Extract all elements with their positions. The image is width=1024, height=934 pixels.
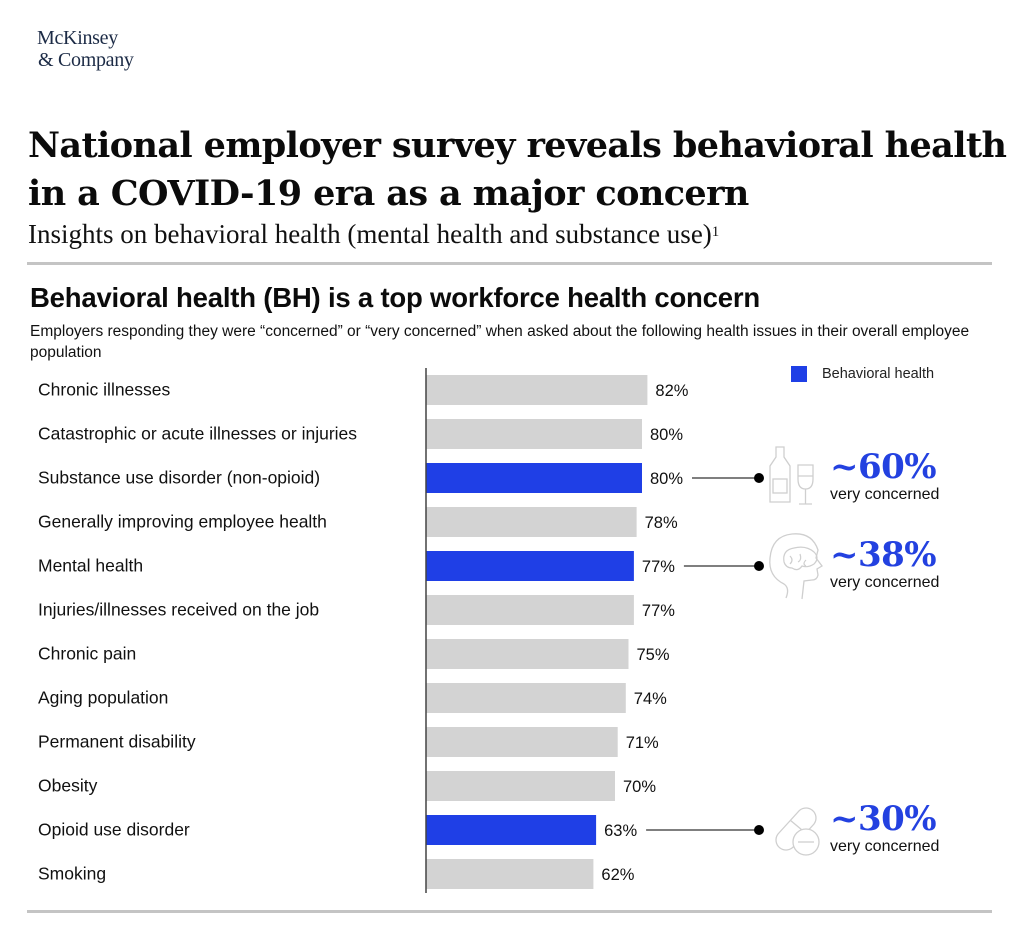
callout-text: very concerned xyxy=(830,838,940,855)
callout-dot xyxy=(754,473,764,483)
bar xyxy=(426,639,629,669)
value-label: 80% xyxy=(650,426,683,444)
value-label: 78% xyxy=(645,514,678,532)
chart-subtitle: Employers responding they were “concerne… xyxy=(30,323,970,361)
category-label: Mental health xyxy=(38,555,144,576)
callout: ~38% very concerned xyxy=(830,538,939,592)
top-divider xyxy=(27,262,992,265)
bar-behavioral-health xyxy=(426,815,597,845)
brain-outline xyxy=(783,546,818,571)
category-label: Substance use disorder (non-opioid) xyxy=(38,467,321,488)
category-label: Chronic illnesses xyxy=(38,379,171,400)
page-title: National employer survey reveals behavio… xyxy=(28,125,1007,214)
value-label: 82% xyxy=(655,382,688,400)
value-label: 63% xyxy=(604,822,637,840)
logo-line-2: & Company xyxy=(38,49,134,71)
callout-text: very concerned xyxy=(830,574,940,591)
callout-text: very concerned xyxy=(830,486,940,503)
bar-behavioral-health xyxy=(426,463,642,493)
page-subtitle: Insights on behavioral health (mental he… xyxy=(28,218,719,250)
value-label: 75% xyxy=(637,646,670,664)
category-label: Generally improving employee health xyxy=(38,511,327,532)
bar xyxy=(426,375,648,405)
category-label: Chronic pain xyxy=(38,643,137,664)
category-label: Smoking xyxy=(38,863,107,884)
bar-behavioral-health xyxy=(426,551,634,581)
category-label: Catastrophic or acute illnesses or injur… xyxy=(38,423,358,444)
value-label: 80% xyxy=(650,470,683,488)
bar xyxy=(426,859,594,889)
category-label: Opioid use disorder xyxy=(38,819,190,840)
mckinsey-logo: McKinsey & Company xyxy=(37,27,134,71)
bottle-shape xyxy=(769,446,791,503)
value-label: 77% xyxy=(642,558,675,576)
bar xyxy=(426,595,634,625)
category-label: Permanent disability xyxy=(38,731,196,752)
callout: ~60% very concerned xyxy=(830,450,939,504)
category-label: Obesity xyxy=(38,775,98,796)
logo-line-1: McKinsey xyxy=(37,27,118,49)
bottle-and-glass-icon xyxy=(769,446,814,505)
category-label: Aging population xyxy=(38,687,169,708)
callout: ~30% very concerned xyxy=(830,802,939,856)
legend-label: Behavioral health xyxy=(822,366,935,382)
subtitle-text: Insights on behavioral health (mental he… xyxy=(28,219,712,249)
chart-title: Behavioral health (BH) is a top workforc… xyxy=(30,282,760,313)
value-label: 74% xyxy=(634,690,667,708)
glass-shape xyxy=(797,464,814,505)
bar xyxy=(426,727,618,757)
pills-icon xyxy=(775,807,820,856)
bar xyxy=(426,771,615,801)
bottom-divider xyxy=(27,910,992,913)
bar xyxy=(426,683,626,713)
legend-swatch-behavioral-health xyxy=(791,366,807,382)
callout-dot xyxy=(754,561,764,571)
callout-dot xyxy=(754,825,764,835)
capsule-shape xyxy=(775,807,817,851)
head-outline xyxy=(769,533,823,600)
brain-head-icon xyxy=(769,533,823,600)
bottle-label xyxy=(772,478,788,494)
bar xyxy=(426,419,642,449)
callout-value: ~30% xyxy=(830,799,937,839)
category-label: Injuries/illnesses received on the job xyxy=(38,599,320,620)
callout-value: ~60% xyxy=(830,447,937,487)
value-label: 77% xyxy=(642,602,675,620)
value-label: 62% xyxy=(601,866,634,884)
value-label: 70% xyxy=(623,778,656,796)
value-label: 71% xyxy=(626,734,659,752)
footnote-marker: 1 xyxy=(711,224,720,240)
callout-value: ~38% xyxy=(830,535,937,575)
bar xyxy=(426,507,637,537)
legend: Behavioral health xyxy=(791,366,934,382)
